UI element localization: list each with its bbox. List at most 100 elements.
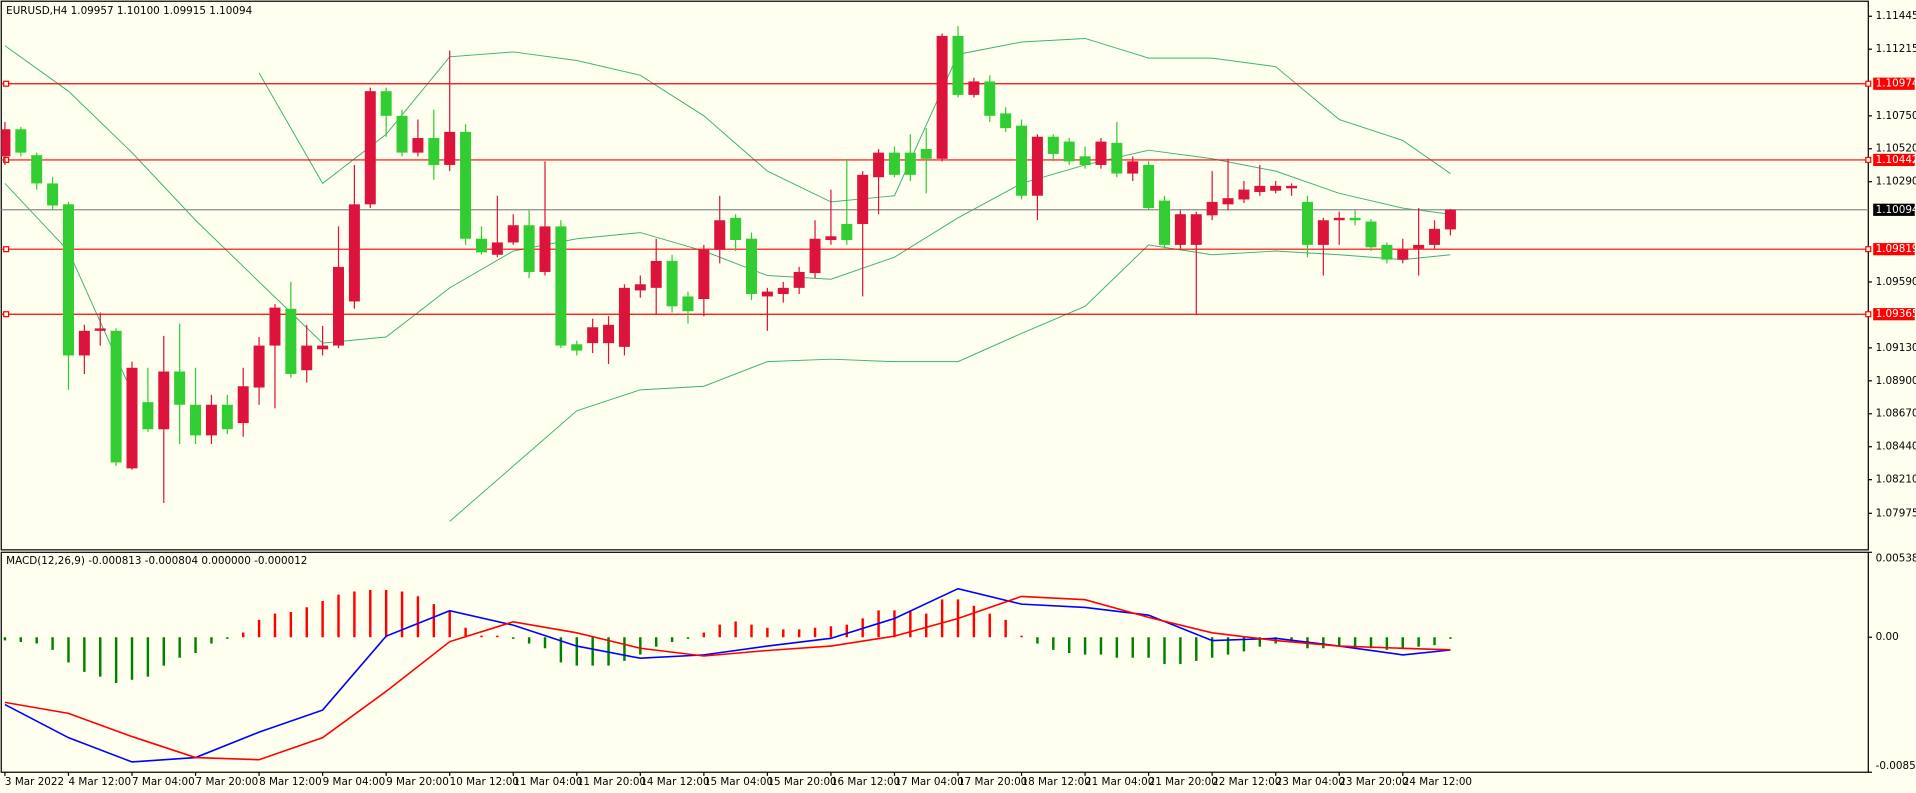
level-label: 1.10974 [1876, 78, 1916, 90]
candle-body [1413, 244, 1425, 249]
y-tick-label: 0.005388 [1876, 552, 1916, 564]
candle-body [984, 81, 996, 116]
candle-body [1047, 136, 1059, 154]
candle-body [1238, 189, 1250, 200]
candle-body [1301, 201, 1313, 245]
candle-body [174, 371, 186, 405]
candle-body [1317, 220, 1329, 245]
candle-body [904, 152, 916, 175]
y-tick-label: 1.09590 [1876, 276, 1916, 288]
candle-body [301, 345, 313, 371]
level-handle [1865, 156, 1872, 163]
candle-body [650, 260, 662, 288]
candle-body [491, 242, 503, 255]
level-handle [1865, 246, 1872, 253]
candle-body [857, 174, 869, 224]
y-tick-label: 0.00 [1876, 631, 1899, 643]
candle-body [31, 155, 43, 184]
candle-body [618, 287, 630, 347]
candle-body [94, 328, 106, 331]
candle-body [348, 204, 360, 302]
candle-body [317, 345, 329, 350]
candle-body [237, 386, 249, 424]
candle-body [1444, 209, 1456, 230]
candle-body [1063, 141, 1075, 162]
level-handle [3, 246, 10, 253]
candle-body [364, 91, 376, 205]
candle-body [1381, 244, 1393, 260]
candle-body [1127, 161, 1139, 174]
candle-body [793, 271, 805, 288]
chart-title: EURUSD,H4 1.09957 1.10100 1.09915 1.1009… [6, 5, 252, 17]
candle-body [634, 284, 646, 291]
x-tick-label: 17 Mar 04:00 [894, 776, 963, 788]
candle-body [205, 404, 217, 436]
candle-body [253, 345, 265, 388]
candle-body [825, 236, 837, 241]
candle-body [1206, 201, 1218, 216]
level-label-box [1873, 243, 1915, 256]
x-tick-label: 7 Mar 20:00 [196, 776, 259, 788]
candle-body [412, 138, 424, 153]
candle-body [523, 225, 535, 272]
candle-body [920, 149, 932, 159]
candle-body [873, 152, 885, 178]
candle-body [682, 296, 694, 312]
candle-body [1079, 156, 1091, 165]
level-handle [3, 311, 10, 318]
candle-body [1016, 125, 1028, 196]
x-tick-label: 22 Mar 12:00 [1212, 776, 1281, 788]
candle-body [110, 330, 122, 463]
candle-body [1158, 200, 1170, 245]
candle-body [698, 249, 710, 300]
candle-body [1222, 198, 1234, 205]
x-tick-label: 21 Mar 20:00 [1149, 776, 1218, 788]
candle-body [221, 404, 233, 430]
x-tick-label: 3 Mar 2022 [5, 776, 64, 788]
x-tick-label: 24 Mar 12:00 [1403, 776, 1472, 788]
candle-body [1, 129, 11, 157]
candle-body [47, 183, 59, 206]
candle-body [1397, 249, 1409, 260]
candle-body [475, 238, 487, 253]
macd-line [4, 587, 1451, 763]
candle-body [1000, 113, 1012, 129]
candle-body [380, 91, 392, 116]
candle-body [666, 260, 678, 307]
level-label: 1.09819 [1876, 243, 1916, 255]
x-tick-label: 9 Mar 20:00 [386, 776, 449, 788]
candle-body [1286, 185, 1298, 189]
x-tick-label: 16 Mar 12:00 [831, 776, 900, 788]
candle-body [333, 266, 345, 346]
x-tick-label: 15 Mar 04:00 [704, 776, 773, 788]
y-tick-label: 1.08210 [1876, 474, 1916, 486]
level-label: 1.09365 [1876, 308, 1916, 320]
candle-body [142, 402, 154, 430]
y-tick-label: -0.008562 [1876, 760, 1916, 772]
candle-body [190, 404, 202, 436]
candle-body [539, 226, 551, 272]
last-price-box [1873, 203, 1915, 216]
y-tick-label: 1.11215 [1876, 43, 1916, 55]
x-tick-label: 23 Mar 04:00 [1276, 776, 1345, 788]
x-tick-label: 17 Mar 20:00 [958, 776, 1027, 788]
x-tick-label: 8 Mar 12:00 [259, 776, 322, 788]
level-label-box [1873, 77, 1915, 90]
candle-body [888, 152, 900, 175]
candle-body [777, 287, 789, 295]
candle-body [746, 238, 758, 295]
candle-body [428, 138, 440, 165]
band-line [4, 45, 1451, 344]
level-label-box [1873, 153, 1915, 167]
y-tick-label: 1.07975 [1876, 507, 1916, 519]
x-tick-label: 11 Mar 20:00 [577, 776, 646, 788]
plot-layer: 1.11445 1.11215 1.10750 1.10520 1.10290 1.095… [1, 10, 1916, 788]
x-tick-label: 21 Mar 04:00 [1085, 776, 1154, 788]
y-tick-label: 1.10520 [1876, 143, 1916, 155]
candle-body [1174, 214, 1186, 245]
level-handle [3, 156, 10, 163]
candle-body [1111, 142, 1123, 174]
x-tick-label: 15 Mar 20:00 [767, 776, 836, 788]
candle-body [1270, 185, 1282, 191]
main-pane [0, 0, 1869, 551]
